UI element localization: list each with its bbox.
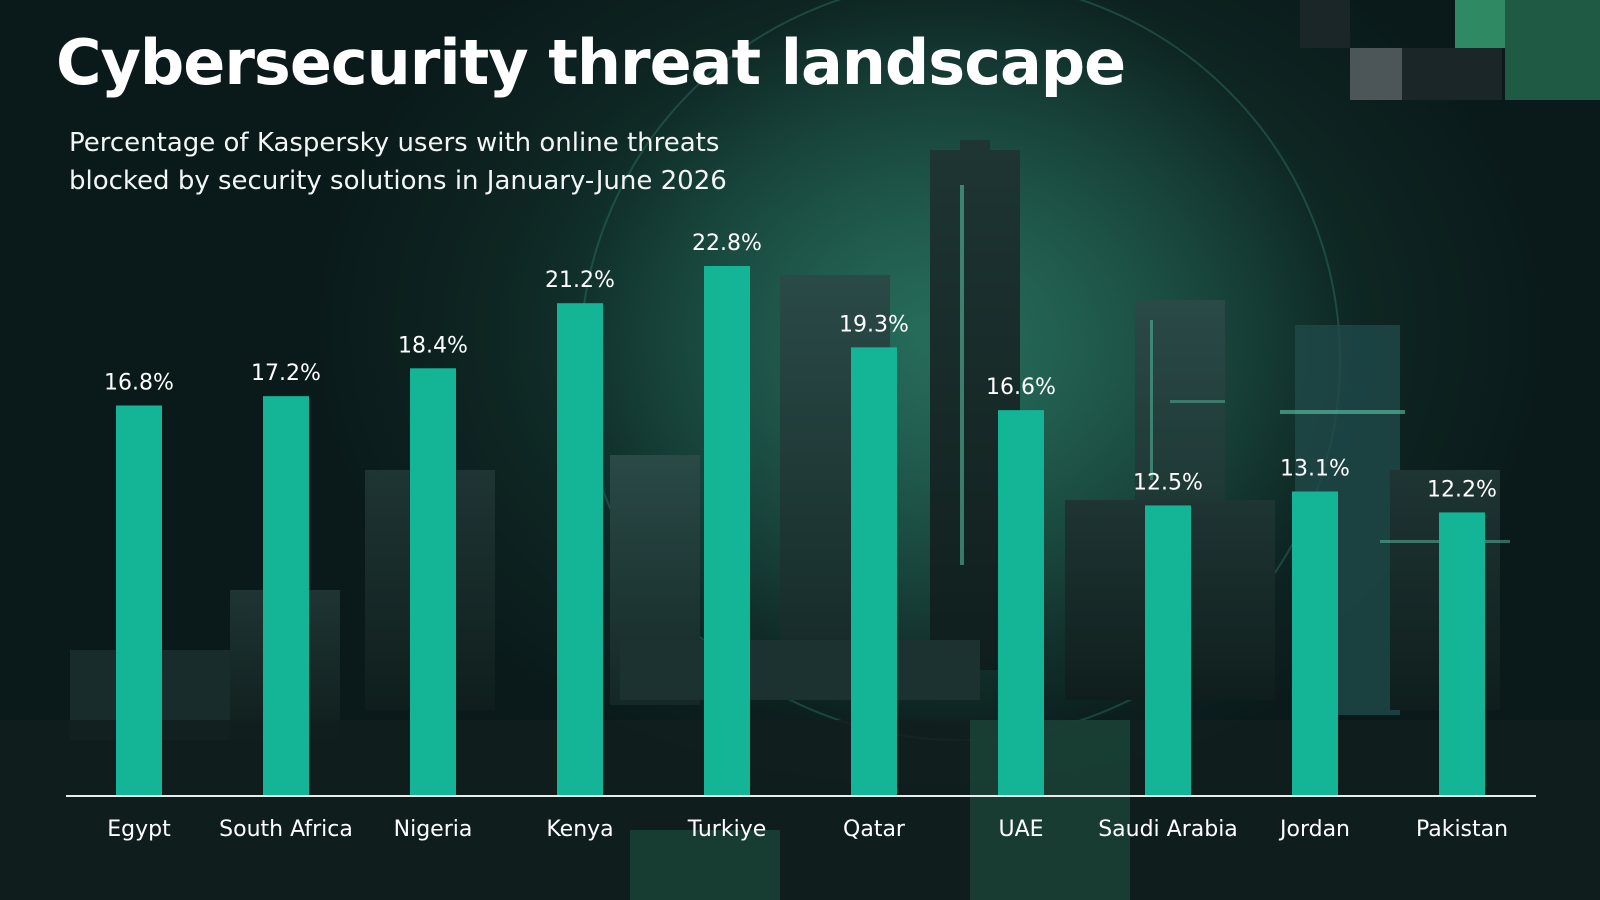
bar-turkiye <box>704 266 750 796</box>
bar-pakistan <box>1439 512 1485 796</box>
category-label: Qatar <box>843 817 906 842</box>
value-label: 16.6% <box>986 375 1056 400</box>
page-title: Cybersecurity threat landscape <box>56 26 1126 99</box>
value-label: 17.2% <box>251 361 321 386</box>
value-label: 12.5% <box>1133 470 1203 495</box>
category-label: Nigeria <box>394 817 473 842</box>
bar-kenya <box>557 303 603 796</box>
bar-south-africa <box>263 396 309 796</box>
bar-uae <box>998 410 1044 796</box>
category-label: Kenya <box>546 817 613 842</box>
bar-saudi-arabia <box>1145 505 1191 796</box>
category-label: South Africa <box>219 817 353 842</box>
value-label: 19.3% <box>839 312 909 337</box>
category-label: Saudi Arabia <box>1098 817 1238 842</box>
bar-nigeria <box>410 368 456 796</box>
value-label: 13.1% <box>1280 456 1350 481</box>
value-label: 12.2% <box>1427 477 1497 502</box>
category-label: Pakistan <box>1416 817 1508 842</box>
value-label: 16.8% <box>104 370 174 395</box>
category-label: UAE <box>998 817 1043 842</box>
bar-egypt <box>116 405 162 796</box>
category-label: Jordan <box>1278 817 1350 842</box>
chart-subtitle: Percentage of Kaspersky users with onlin… <box>69 124 809 200</box>
subtitle-line-1: Percentage of Kaspersky users with onlin… <box>69 128 720 158</box>
category-label: Turkiye <box>687 817 767 842</box>
value-label: 21.2% <box>545 268 615 293</box>
subtitle-line-2: blocked by security solutions in January… <box>69 166 727 196</box>
bar-qatar <box>851 347 897 796</box>
bar-jordan <box>1292 491 1338 796</box>
value-label: 22.8% <box>692 231 762 256</box>
value-label: 18.4% <box>398 333 468 358</box>
category-label: Egypt <box>107 817 171 842</box>
